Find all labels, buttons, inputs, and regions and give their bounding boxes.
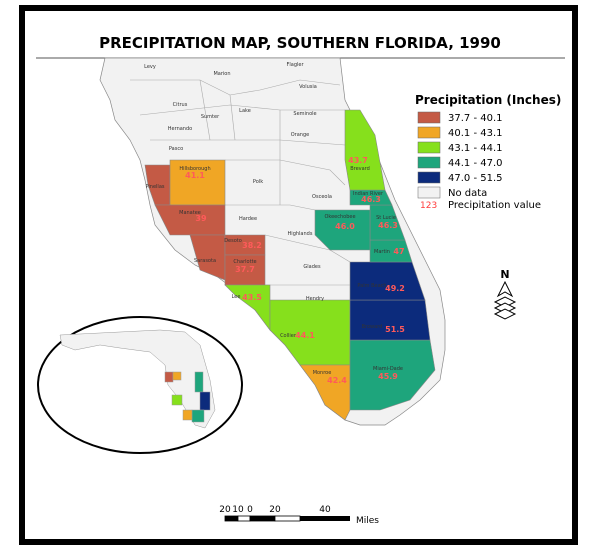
county [224,284,271,331]
county-name: Hernando [168,126,192,132]
county-name: Hillsborough [179,166,210,172]
county-name: Pinellas [146,184,165,190]
county-value: 46.0 [335,222,355,231]
county-value: 46.3 [361,195,381,204]
county-name: Marion [213,71,230,77]
legend-swatch [417,156,441,169]
scale-segment [237,515,251,522]
county [314,209,371,251]
county [349,261,426,301]
county-name: Hendry [306,296,324,302]
county-name: Manatee [179,210,201,216]
legend-swatch [417,171,441,184]
county-name: Desoto [224,238,242,244]
county-name: Osceola [312,194,332,200]
county-value: 43.5 [242,293,262,302]
county-name: Monroe [313,370,332,376]
county-name: Okeechobee [324,214,355,220]
frame [19,5,578,545]
county-name: Levy [144,64,156,70]
county-value: 47 [393,247,404,256]
legend-label: 44.1 - 47.0 [448,158,503,169]
legend-label: 43.1 - 44.1 [448,143,503,154]
legend-label: 40.1 - 43.1 [448,128,503,139]
county-name: Pasco [169,146,183,152]
county-value: 38.2 [242,241,262,250]
county-name: Collier [280,333,297,339]
county-name: Lee [232,294,241,300]
county-value: 42.4 [327,376,347,385]
legend-label: No data [448,188,487,199]
scale-segment [274,515,301,522]
county-name: Seminole [293,111,316,117]
county-value: 37.7 [235,265,255,274]
county-name: Orange [291,132,309,138]
county-name: Brevard [350,166,370,172]
county-value: 45.9 [378,372,398,381]
county-name: Broward [362,324,383,330]
legend-label: Precipitation value [448,200,541,211]
scale-label: 0 [247,505,253,515]
legend-sample: 123 [420,201,437,211]
county-value: 49.2 [385,284,405,293]
county-value: 46.3 [378,221,398,230]
legend-swatch [417,186,441,199]
county-name: Volusia [299,84,317,90]
legend-swatch [417,111,441,124]
county-value: 44.1 [295,331,315,340]
county-name: Sumter [201,114,220,120]
county-name: Highlands [288,231,313,237]
legend-title: Precipitation (Inches) [415,93,561,107]
county-value: 41.1 [185,171,205,180]
county-name: Glades [303,264,321,270]
county-name: Palm Beach [357,283,386,289]
county-name: Polk [253,179,263,185]
county-name: Hardee [239,216,257,222]
scale-label: 20 [219,505,231,515]
county-name: Charlotte [233,259,256,265]
inset-map [59,329,216,429]
scale-label: 20 [269,505,281,515]
scale-label: 40 [319,505,331,515]
county-value: 43.7 [348,156,368,165]
county-name: Citrus [173,102,188,108]
county-name: Lake [239,108,251,114]
county-borders [130,79,351,286]
county-name: Indian River [353,191,384,197]
north-arrow: N [493,268,517,320]
legend-label: 37.7 - 40.1 [448,113,503,124]
map-title: PRECIPITATION MAP, SOUTHERN FLORIDA, 199… [99,34,501,52]
county-value: 39 [195,214,207,223]
county-name: Sarasota [194,258,216,264]
county [349,299,431,341]
scale-unit: Miles [356,516,379,526]
county-name: Martin [374,249,390,255]
north-label: N [500,268,509,281]
legend-swatch [417,126,441,139]
scale-segment [300,516,350,521]
county-name: Miami-Dade [373,366,403,372]
scale-label: 10 [232,505,244,515]
legend-label: 47.0 - 51.5 [448,173,503,184]
county-value: 51.5 [385,325,405,334]
scale-segment [224,515,239,522]
scale-segment [249,515,276,522]
legend-swatch [417,141,441,154]
county-name: Flagler [286,62,304,68]
county-name: St Lucie [376,215,396,221]
county [344,109,386,191]
